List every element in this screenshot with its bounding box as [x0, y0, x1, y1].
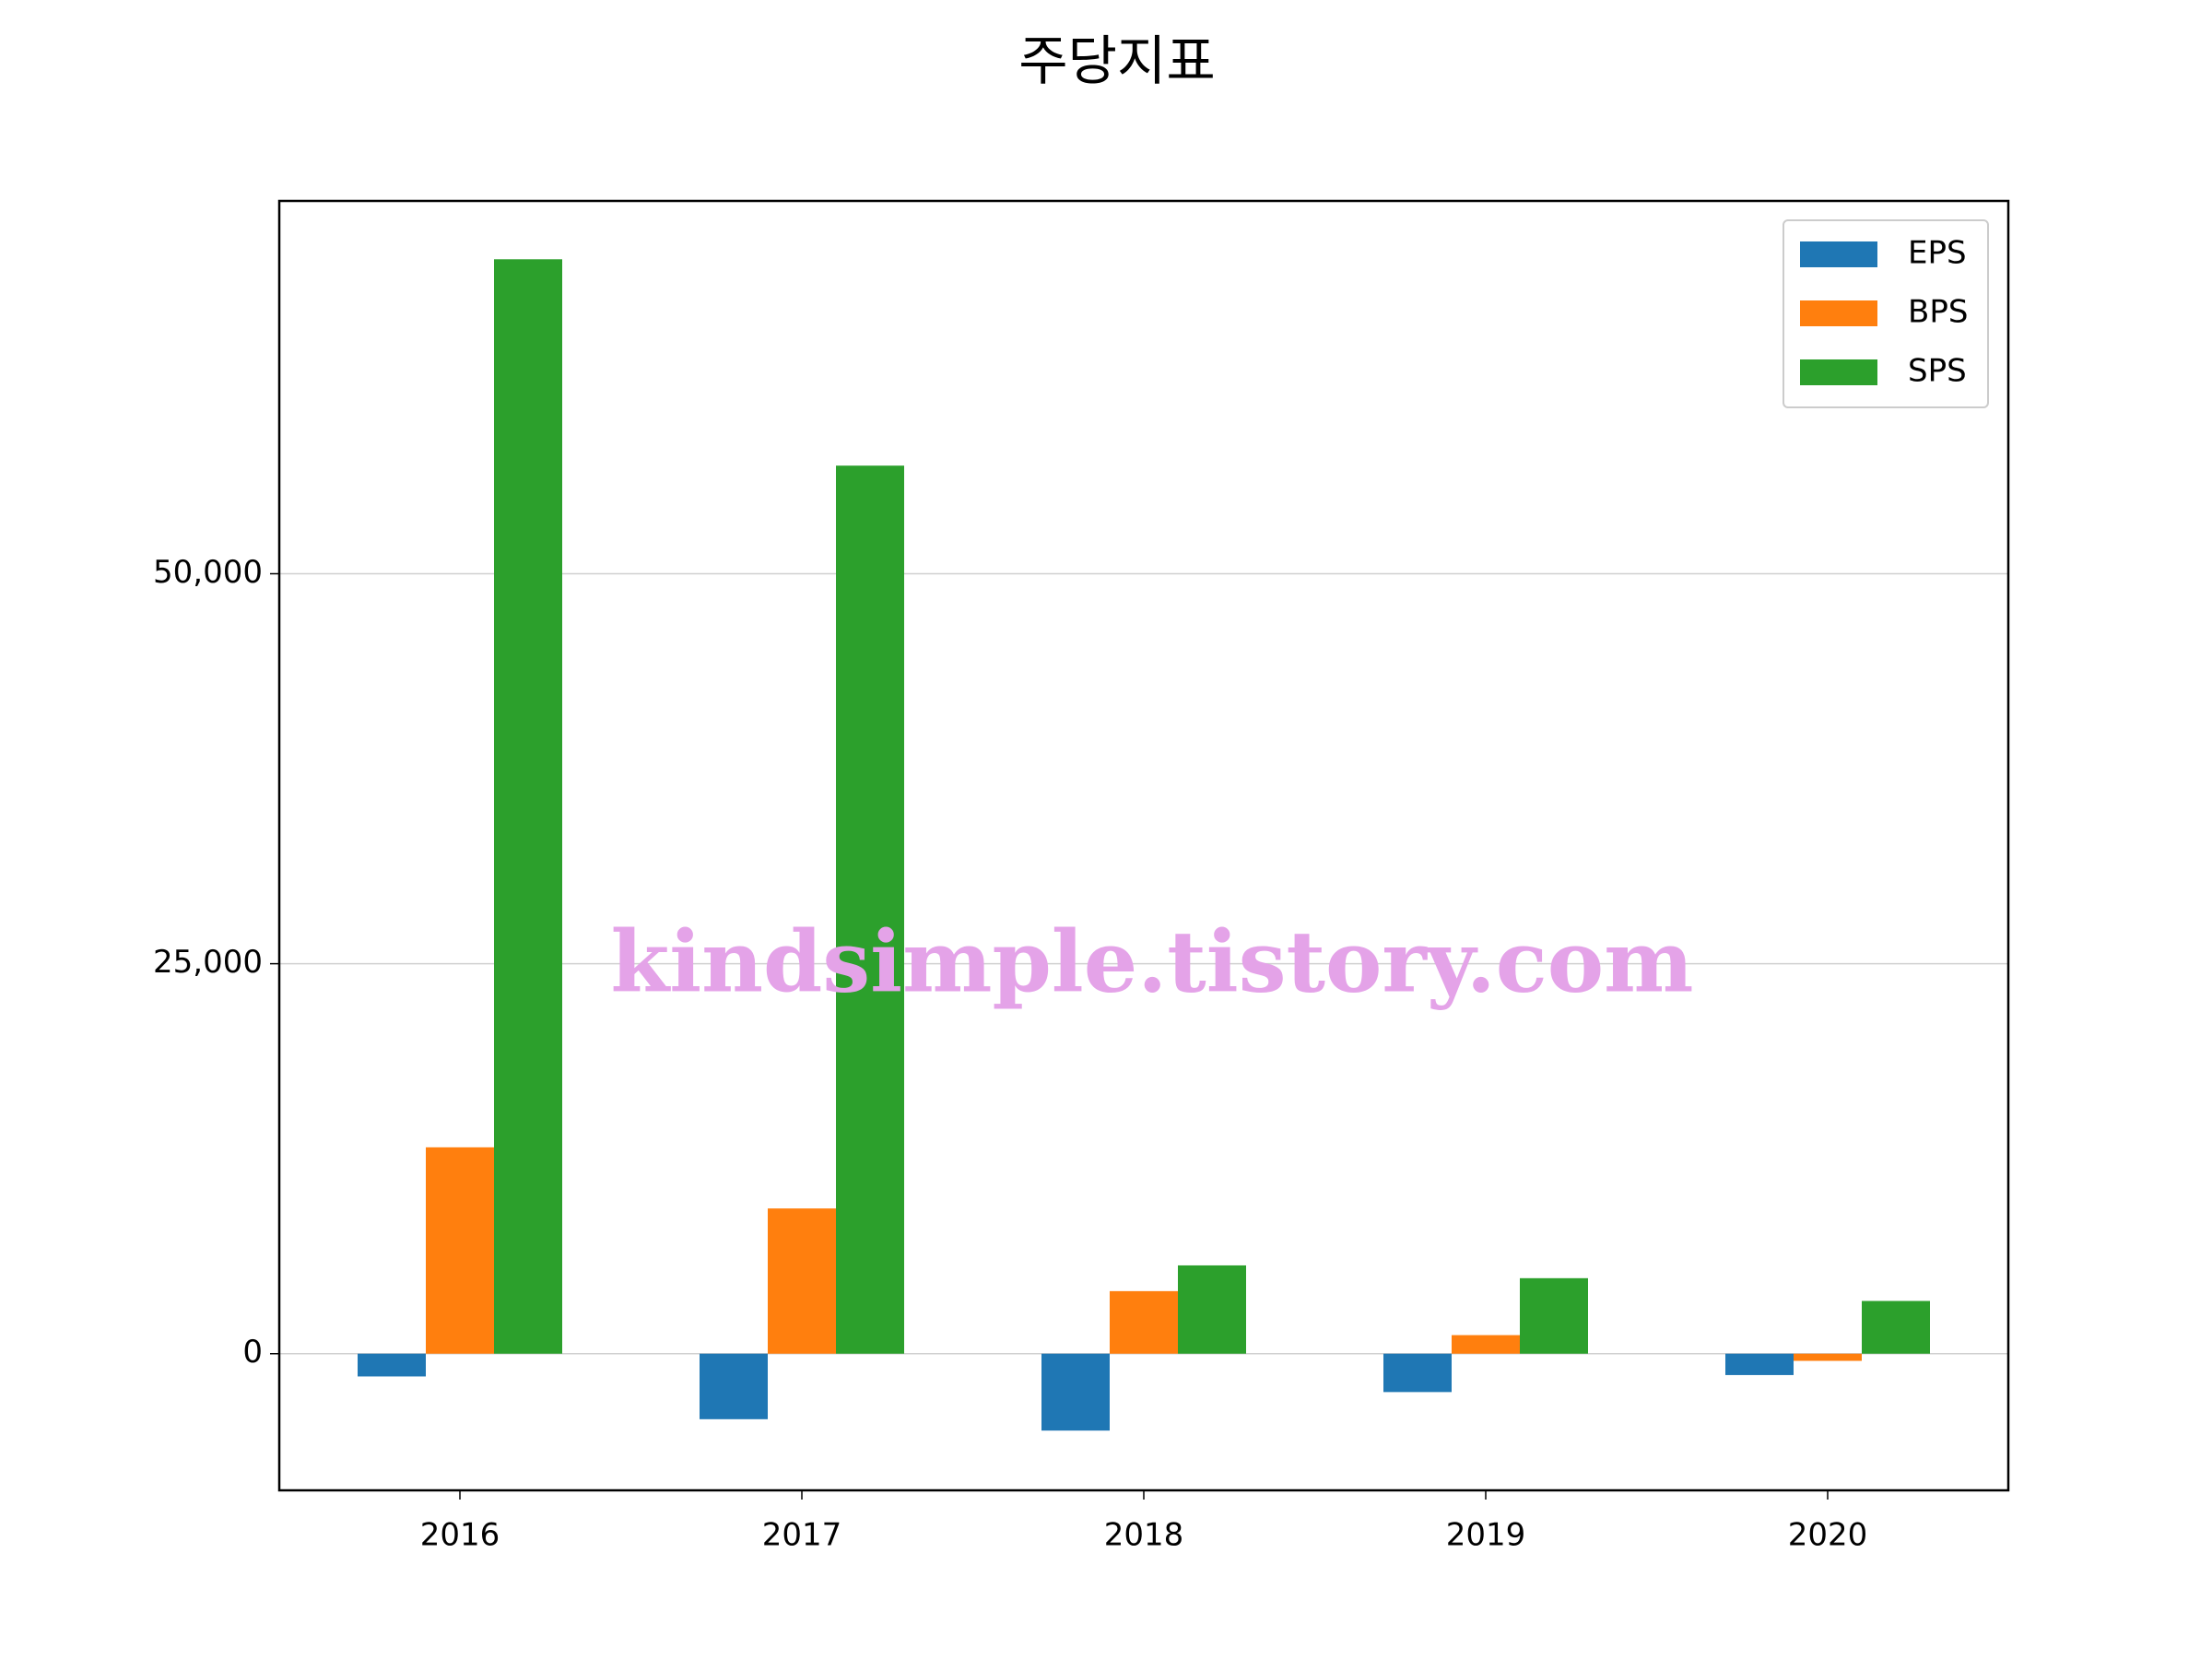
bar: [494, 259, 562, 1354]
x-tick-label: 2016: [420, 1517, 500, 1554]
chart-title: 주당지표: [1018, 29, 1215, 92]
y-tick-label: 25,000: [153, 944, 263, 981]
bar: [1178, 1265, 1246, 1354]
bar: [836, 465, 904, 1354]
watermark: kindsimple.tistory.com: [610, 912, 1693, 1012]
bar: [768, 1208, 836, 1354]
y-tick-label: 0: [242, 1334, 263, 1371]
bar: [1794, 1353, 1862, 1361]
bar: [1862, 1300, 1930, 1354]
bar: [1725, 1353, 1794, 1375]
x-tick-label: 2020: [1788, 1517, 1868, 1554]
y-tick-label: 50,000: [153, 554, 263, 591]
bar: [1110, 1290, 1178, 1354]
plot-frame: [277, 199, 2010, 1492]
legend-swatch: [1800, 359, 1877, 385]
bar: [1041, 1353, 1110, 1431]
x-tick-label: 2017: [762, 1517, 842, 1554]
bar: [1383, 1353, 1452, 1393]
bar: [358, 1353, 426, 1377]
bar: [426, 1147, 494, 1354]
legend-swatch: [1800, 241, 1877, 267]
x-tick-label: 2018: [1104, 1517, 1184, 1554]
bar: [1452, 1335, 1520, 1354]
x-tick-label: 2019: [1446, 1517, 1526, 1554]
legend-label: SPS: [1908, 353, 1967, 390]
legend-label: EPS: [1908, 235, 1967, 272]
bar: [700, 1353, 768, 1419]
legend-swatch: [1800, 300, 1877, 326]
legend-label: BPS: [1908, 294, 1968, 331]
bar: [1520, 1277, 1588, 1354]
